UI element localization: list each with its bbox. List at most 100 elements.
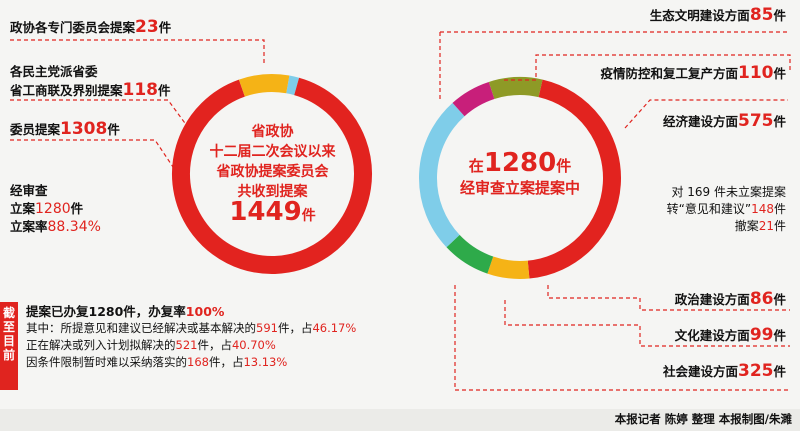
label-eco-unit: 件 (773, 8, 786, 23)
label-politics-num: 86 (749, 289, 774, 309)
left-center-total: 1449 (229, 197, 302, 227)
label-party: 各民主党派省委 省工商联及界别提案118件 (10, 63, 171, 100)
leader-party (10, 99, 191, 131)
left-donut (172, 74, 372, 274)
slice-2 (172, 77, 372, 274)
review-value2: 88.34% (47, 219, 101, 235)
label-culture-unit: 件 (773, 328, 786, 343)
label-member: 委员提案1308件 (10, 120, 120, 139)
label-politics-unit: 件 (773, 292, 786, 307)
left-center-line3: 省政协提案委员会 (216, 164, 329, 180)
slice-5 (419, 102, 465, 248)
label-committee-num: 23 (135, 17, 159, 37)
label-party-text1: 各民主党派省委 (10, 64, 98, 79)
left-center-line4: 共收到提案 (237, 184, 308, 200)
right-center-line2: 经审查立案提案中 (459, 179, 580, 197)
progress-row3-num: 168 (187, 355, 209, 369)
unfiled-line2-text: 转“意见和建议” (666, 202, 752, 216)
label-politics-text: 政治建设方面 (674, 292, 750, 307)
slice-4 (446, 234, 494, 274)
unfiled-line3-num: 21 (758, 219, 774, 233)
label-epidemic-unit: 件 (773, 66, 786, 81)
progress-row3-mid: 件，占 (208, 355, 244, 369)
unfiled-note: 对 169 件未立案提案 转“意见和建议”148件 撤案21件 (667, 184, 786, 235)
label-politics: 政治建设方面86件 (675, 290, 786, 309)
right-center: 在1280件 经审查立案提案中 (440, 150, 600, 199)
credit: 本报记者 陈婷 整理 本报制图/朱濉 (614, 412, 792, 426)
label-culture: 文化建设方面99件 (675, 326, 786, 345)
side-tag: 截至目前 (0, 302, 18, 390)
label-culture-text: 文化建设方面 (674, 328, 750, 343)
progress-row2-text: 正在解决或列入计划拟解决的 (26, 338, 176, 352)
unfiled-line1: 对 169 件未立案提案 (671, 185, 786, 199)
unfiled-line3-unit: 件 (773, 219, 786, 233)
label-culture-num: 99 (749, 325, 774, 345)
left-center-unit: 件 (301, 208, 316, 224)
label-committee-text: 政协各专门委员会提案 (10, 20, 136, 35)
review-block: 经审查 立案1280件 立案率88.34% (10, 182, 101, 236)
label-party-text2: 省工商联及界别提案 (10, 83, 123, 98)
review-value1: 1280 (35, 201, 71, 217)
leader-culture (504, 300, 790, 347)
label-economy-unit: 件 (773, 114, 786, 129)
right-center-unit: 件 (556, 157, 572, 175)
slice-3 (487, 256, 530, 279)
leader-economy (624, 99, 788, 129)
slice-2 (527, 79, 621, 279)
label-party-num: 118 (122, 80, 159, 100)
label-eco-text: 生态文明建设方面 (649, 8, 750, 23)
progress-row1-num: 591 (256, 321, 278, 335)
progress-row1-mid: 件，占 (277, 321, 313, 335)
leader-society (454, 285, 790, 391)
label-economy: 经济建设方面575件 (663, 112, 786, 131)
progress-row1-text: 其中：所提意见和建议已经解决或基本解决的 (26, 321, 256, 335)
label-member-unit: 件 (107, 122, 120, 137)
review-title: 经审查 (10, 183, 48, 198)
right-center-prefix: 在 (468, 157, 484, 175)
label-society-unit: 件 (773, 364, 786, 379)
progress-row3-text: 因条件限制暂时难以采纳落实的 (26, 355, 187, 369)
left-center: 省政协 十二届二次会议以来 省政协提案委员会 共收到提案 1449件 (200, 122, 345, 226)
label-eco-num: 85 (749, 5, 774, 25)
right-center-total: 1280 (483, 148, 557, 178)
leader-politics (547, 285, 790, 311)
progress-row2-num: 521 (175, 338, 198, 352)
left-center-line1: 省政协 (251, 124, 294, 140)
label-committee: 政协各专门委员会提案23件 (10, 18, 171, 37)
slice-0 (286, 75, 300, 96)
progress-title: 提案已办复1280件，办复率 (26, 304, 186, 319)
unfiled-line2-unit: 件 (773, 202, 786, 216)
progress-row1-pct: 46.17% (312, 321, 357, 335)
unfiled-line2-num: 148 (751, 202, 774, 216)
label-epidemic-num: 110 (737, 63, 774, 83)
unfiled-line3-text: 撤案 (734, 219, 759, 233)
slice-0 (452, 81, 495, 117)
progress-rate: 100% (185, 304, 225, 319)
progress-row2-pct: 40.70% (231, 338, 276, 352)
label-epidemic-text: 疫情防控和复工复产方面 (600, 66, 738, 81)
slice-1 (238, 74, 290, 97)
label-economy-num: 575 (737, 111, 774, 131)
progress-row2-mid: 件，占 (197, 338, 232, 352)
right-donut (419, 77, 621, 279)
left-center-line2: 十二届二次会议以来 (209, 144, 336, 160)
label-committee-unit: 件 (158, 20, 172, 35)
leader-committee (10, 39, 265, 66)
label-society-num: 325 (737, 361, 774, 381)
leader-epidemic (504, 54, 791, 81)
label-party-unit: 件 (158, 83, 171, 98)
label-society-text: 社会建设方面 (662, 364, 738, 379)
review-label1: 立案 (10, 201, 36, 216)
review-label2: 立案率 (10, 219, 48, 234)
label-eco: 生态文明建设方面85件 (650, 6, 786, 25)
review-unit1: 件 (70, 201, 84, 216)
label-economy-text: 经济建设方面 (662, 114, 738, 129)
progress-row3-pct: 13.13% (243, 355, 288, 369)
progress-block: 提案已办复1280件，办复率100% 其中：所提意见和建议已经解决或基本解决的5… (26, 303, 356, 371)
label-epidemic: 疫情防控和复工复产方面110件 (600, 64, 786, 83)
slice-1 (488, 77, 543, 100)
footer-band (0, 409, 800, 431)
leader-member (10, 139, 176, 171)
label-member-num: 1308 (60, 119, 108, 139)
